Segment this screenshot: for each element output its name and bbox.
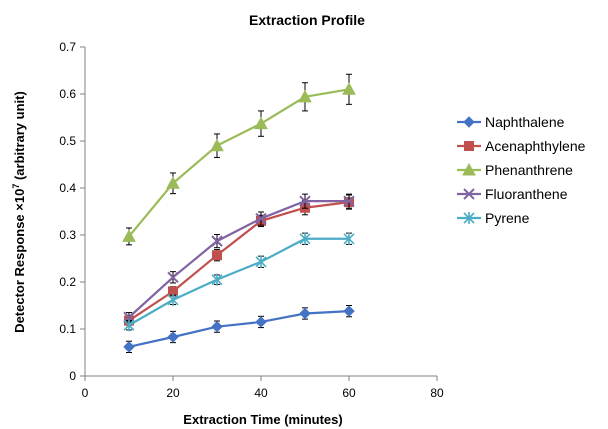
series-line	[129, 89, 349, 236]
series-acenaphthylene	[125, 195, 354, 325]
x-tick-label: 80	[430, 386, 444, 400]
legend-marker	[465, 142, 474, 151]
data-point	[211, 140, 223, 151]
chart-title: Extraction Profile	[249, 12, 365, 28]
y-tick-label: 0.1	[59, 322, 76, 336]
data-point	[168, 332, 178, 342]
y-axis-label-tail: (arbitrary unit)	[12, 91, 27, 183]
legend-entry-acenaphthylene: Acenaphthylene	[457, 138, 586, 154]
legend-entry-pyrene: Pyrene	[457, 210, 530, 226]
x-axis-label: Extraction Time (minutes)	[183, 412, 342, 427]
x-tick-label: 0	[82, 386, 89, 400]
x-tick-label: 60	[342, 386, 356, 400]
series-line	[129, 311, 349, 347]
x-tick-label: 20	[166, 386, 180, 400]
y-tick-label: 0.4	[59, 181, 76, 195]
legend: Naphthalene Acenaphthylene Phenanthrene Flu…	[457, 114, 586, 226]
legend-label: Phenanthrene	[485, 162, 573, 178]
legend-label: Naphthalene	[485, 114, 565, 130]
y-tick-label: 0.5	[59, 134, 76, 148]
y-axis-label: Detector Response ×107 (arbitrary unit)	[11, 91, 27, 333]
legend-entry-phenanthrene: Phenanthrene	[457, 162, 573, 178]
y-axis-label-main: Detector Response ×10	[12, 189, 27, 333]
legend-label: Acenaphthylene	[485, 138, 586, 154]
y-tick-label: 0.2	[59, 275, 76, 289]
x-tick-label: 40	[254, 386, 268, 400]
legend-entry-fluoranthene: Fluoranthene	[457, 186, 568, 202]
data-point	[300, 308, 310, 318]
legend-entry-naphthalene: Naphthalene	[457, 114, 565, 130]
plot-area: 0 0.1 0.2 0.3 0.4 0.5 0.6 0.7 0 20 40 60 80	[59, 40, 444, 400]
series-naphthalene	[124, 306, 354, 353]
data-point	[124, 342, 134, 352]
series-line	[129, 202, 349, 320]
data-point	[343, 83, 355, 94]
y-tick-label: 0.6	[59, 87, 76, 101]
data-point	[256, 256, 266, 268]
y-tick-label: 0.3	[59, 228, 76, 242]
series-pyrene	[124, 233, 354, 331]
data-point	[255, 118, 267, 129]
series-fluoranthene	[124, 194, 354, 322]
y-tick-label: 0.7	[59, 40, 76, 54]
legend-label: Fluoranthene	[485, 186, 568, 202]
data-point	[212, 322, 222, 332]
data-point	[168, 294, 178, 306]
legend-label: Pyrene	[485, 210, 530, 226]
data-point	[213, 251, 222, 260]
y-tick-label: 0	[69, 369, 76, 383]
data-point	[212, 274, 222, 286]
legend-marker	[464, 117, 474, 127]
series-phenanthrene	[123, 74, 355, 245]
data-point	[344, 306, 354, 316]
data-point	[256, 317, 266, 327]
